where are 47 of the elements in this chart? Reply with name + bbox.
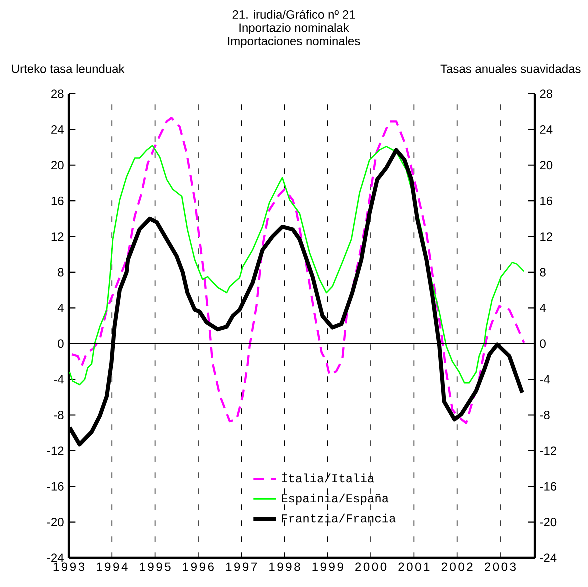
y2-tick-label: 24 [52,126,64,134]
chart-subtitle: Inportazio nominalak [240,23,350,35]
y2-tick-label: 12 [52,232,64,241]
x-tick-label: 1998 [270,562,300,572]
y-tick-label: 24 [540,126,553,134]
y2-tick-label: 8 [58,268,64,277]
y-tick-label: 28 [540,90,553,98]
y2-tick-label: 0 [58,340,64,348]
legend-label: Italia/Italia [282,474,374,483]
y-tick-label: -12 [540,446,556,456]
y-tick-label: 4 [540,304,546,312]
y2-tick-label: -16 [47,482,64,491]
x-tick-label: 2001 [398,562,430,572]
text: Urteko tasa leunduak [12,64,125,74]
x-tick-label: 1993 [54,562,85,572]
x-tick-label: 1999 [312,562,344,572]
y-tick-label: -20 [540,518,557,527]
y-tick-label: 8 [540,268,546,277]
text: Tasas anuales suavidadas [440,64,581,74]
y-tick-label: 0 [540,340,546,348]
y2-tick-label: 28 [52,90,64,98]
x-tick-label: 1997 [226,562,258,572]
y2-tick-label: 20 [52,161,64,170]
y2-tick-label: -20 [47,518,64,527]
y-tick-label: 20 [540,161,553,170]
text: Importaciones nominales [228,36,360,48]
y2-tick-label: -24 [47,554,64,562]
legend-label: Frantzia/Francia [282,514,396,523]
x-tick-label: 1995 [140,562,171,572]
y-tick-label: -24 [540,554,557,562]
x-tick-label: 2003 [485,562,516,572]
x-tick-label: 1994 [97,562,128,572]
legend-label: Espainia/España [282,494,389,506]
y2-tick-label: 16 [52,196,64,206]
y-tick-label: -8 [540,410,550,420]
y-tick-label: 16 [540,196,553,206]
y-tick-label: -4 [540,375,550,384]
y-tick-label: -16 [540,482,557,491]
y2-tick-label: -8 [54,410,64,420]
x-tick-label: 1996 [183,562,214,572]
chart-title: 21. irudia/Gráfico nº 21 [232,10,356,20]
y2-tick-label: 4 [58,304,64,312]
x-tick-label: 2002 [442,562,473,572]
x-tick-label: 2000 [356,562,387,572]
y-tick-label: 12 [540,232,552,241]
y2-tick-label: -12 [47,446,64,456]
y2-tick-label: -4 [54,375,64,384]
